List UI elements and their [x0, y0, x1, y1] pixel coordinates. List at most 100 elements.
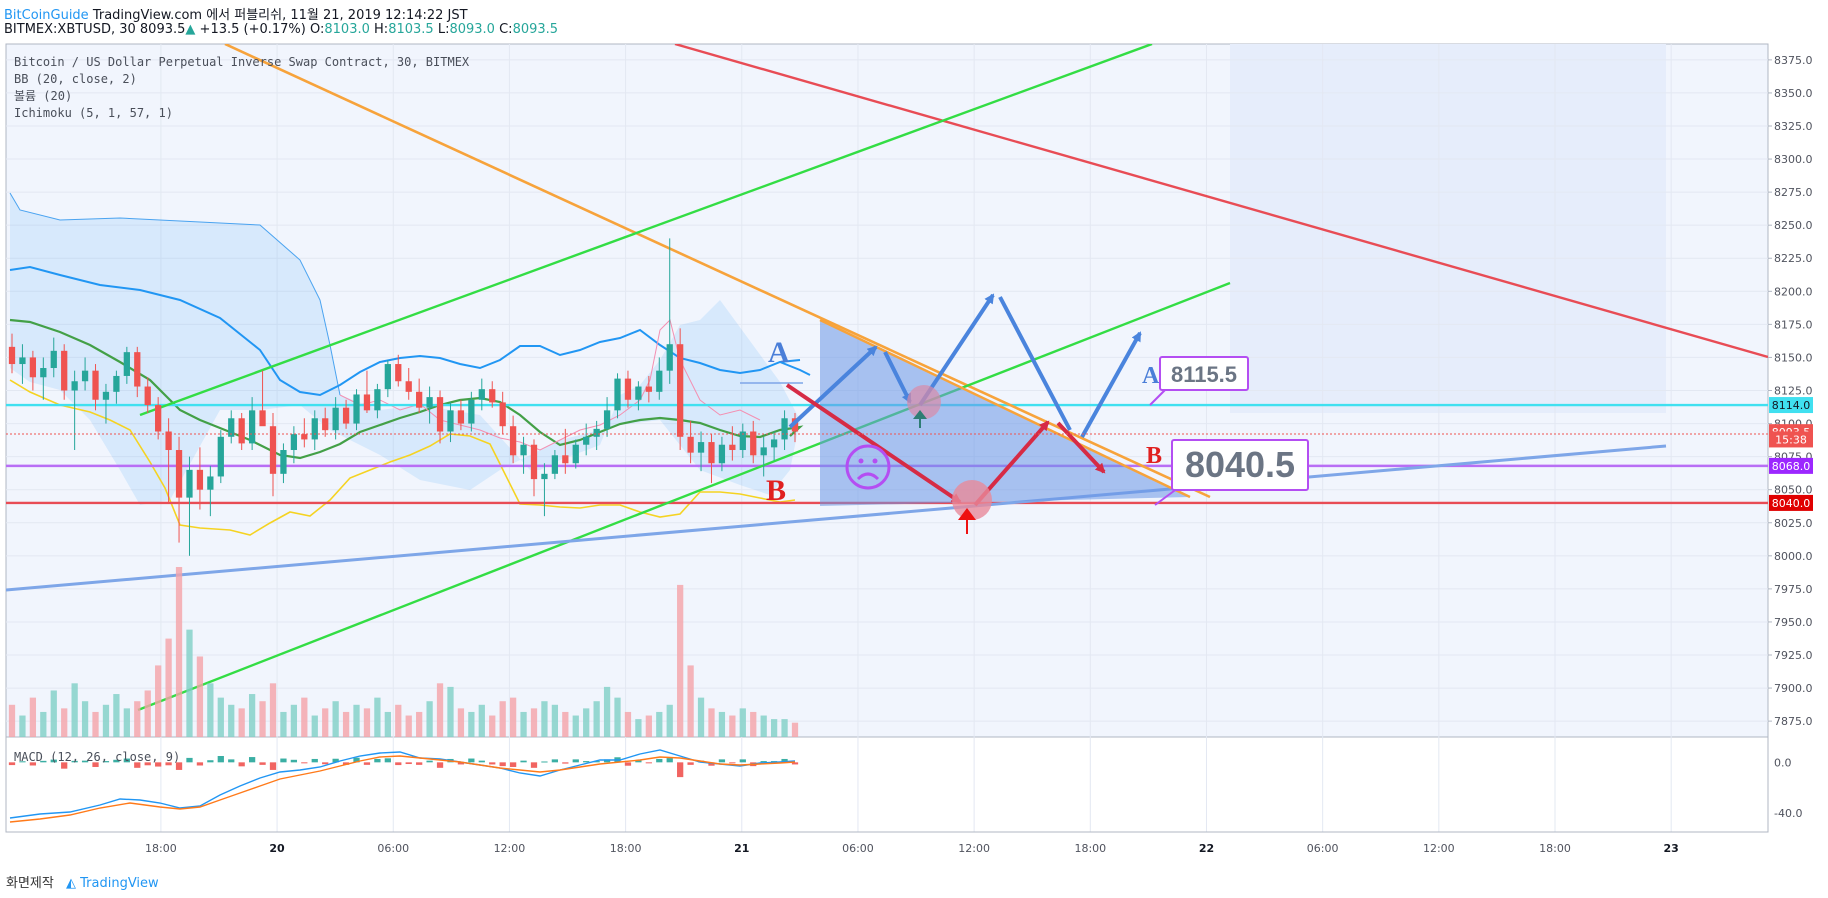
macd-hist-bar-34: [363, 762, 371, 765]
macd-hist-bar-37: [395, 762, 402, 766]
time-tick-label-7: 12:00: [958, 842, 990, 855]
macd-hist-bar-3: [40, 760, 47, 763]
low-value: 8093.0: [449, 22, 495, 37]
candle-17: [186, 456, 193, 556]
candle-67: [708, 434, 715, 484]
macd-tick-label-1: -40.0: [1774, 807, 1802, 820]
candle-11: [123, 346, 130, 384]
macd-hist-bar-49: [520, 760, 527, 763]
volume-bar-10: [113, 694, 120, 737]
macd-hist-bar-59: [624, 762, 632, 766]
volume-bar-64: [677, 584, 684, 737]
legend-title[interactable]: Bitcoin / US Dollar Perpetual Inverse Sw…: [14, 55, 470, 69]
volume-bar-31: [332, 701, 339, 737]
volume-bar-36: [384, 711, 391, 737]
candle-13: [144, 377, 151, 413]
macd-histogram: [8, 756, 799, 778]
price-tick-label-17: 7950.0: [1774, 616, 1813, 629]
last-price: 8093.5: [139, 22, 186, 37]
macd-hist-bar-1: [19, 761, 26, 763]
time-tick-label-8: 18:00: [1074, 842, 1106, 855]
legend-ichimoku[interactable]: Ichimoku (5, 1, 57, 1): [14, 106, 173, 120]
macd-hist-bar-6: [71, 760, 78, 763]
time-tick-label-10: 06:00: [1307, 842, 1339, 855]
candle-74: [781, 410, 788, 451]
open-label: O:: [310, 22, 325, 37]
candle-19: [207, 465, 214, 517]
price-tick-label-1: 8350.0: [1774, 87, 1813, 100]
time-tick-label-5: 21: [734, 842, 749, 855]
high-value: 8103.5: [388, 22, 434, 37]
macd-hist-bar-46: [489, 762, 496, 765]
blue-path-arrow-2: [883, 351, 912, 404]
macd-hist-bar-75: [791, 762, 799, 765]
volume-bar-17: [186, 629, 193, 737]
callout-8115: 8115.5: [1149, 356, 1249, 406]
volume-bar-47: [499, 701, 506, 737]
candle-16: [175, 436, 183, 543]
callout-8040: 8040.5: [1154, 439, 1309, 506]
volume-bar-38: [405, 715, 412, 737]
tradingview-text: TradingView: [80, 876, 159, 891]
price-tick-label-16: 7975.0: [1774, 583, 1813, 596]
label-a-right: A: [1142, 363, 1160, 389]
volume-bar-53: [562, 711, 569, 737]
candle-50: [530, 439, 538, 497]
footer-made-with: 화면제작: [6, 876, 54, 891]
price-tick-label-10: 8125.0: [1774, 385, 1813, 398]
candle-10: [113, 370, 120, 404]
macd-hist-bar-13: [144, 762, 151, 766]
time-tick-label-1: 20: [269, 842, 285, 855]
macd-hist-bar-72: [760, 761, 767, 763]
volume-bar-59: [624, 711, 632, 737]
volume-bar-13: [144, 690, 151, 737]
volume-bar-30: [322, 708, 329, 737]
legend-bb[interactable]: BB (20, close, 2): [14, 72, 137, 86]
volume-bar-8: [92, 711, 99, 737]
candle-45: [478, 378, 485, 411]
candle-14: [155, 397, 162, 440]
triangle-pattern-shape: [820, 320, 1190, 506]
price-label-text-0: 8114.0: [1772, 399, 1811, 412]
price-tick-label-6: 8225.0: [1774, 252, 1813, 265]
label-a-left: A: [768, 336, 790, 369]
volume-bar-25: [269, 683, 277, 737]
sad-face-icon: [845, 444, 891, 490]
brand-name[interactable]: BitCoinGuide: [4, 8, 89, 23]
label-b-right: B: [1146, 443, 1162, 469]
volume-bar-52: [551, 704, 559, 737]
tradingview-logo[interactable]: ◭ TradingView: [65, 876, 159, 891]
macd-hist-bar-20: [217, 756, 224, 763]
volume-bar-18: [196, 656, 204, 737]
candle-21: [228, 410, 235, 444]
macd-hist-bar-28: [301, 762, 308, 764]
price-tick-label-5: 8250.0: [1774, 219, 1813, 232]
candle-48: [509, 415, 517, 464]
candle-70: [739, 423, 746, 458]
header-publish-line: BitCoinGuide TradingView.com 에서 퍼블리쉬, 11…: [4, 4, 468, 23]
macd-hist-bar-24: [259, 762, 266, 765]
candle-1: [19, 344, 26, 384]
price-tick-label-15: 8000.0: [1774, 550, 1813, 563]
macd-hist-bar-39: [416, 762, 423, 765]
macd-hist-bar-51: [541, 761, 548, 763]
volume-bar-6: [71, 683, 78, 737]
time-axis[interactable]: 18:00 20 06:00 12:00 18:00 21 06:00 12:00 18:00 2…: [6, 831, 1768, 855]
volume-bar-55: [583, 708, 590, 737]
red-descending-trendline: [674, 44, 1768, 359]
macd-tick-label-0: 0.0: [1774, 756, 1792, 769]
time-tick-label-4: 18:00: [610, 842, 642, 855]
price-tick-label-8: 8175.0: [1774, 318, 1813, 331]
close-label: C:: [499, 22, 513, 37]
macd-hist-bar-63: [666, 758, 673, 763]
legend-volume[interactable]: 볼륨 (20): [14, 89, 72, 103]
volume-bar-56: [593, 701, 600, 737]
candle-46: [489, 381, 496, 408]
volume-bar-41: [436, 683, 444, 737]
legend-macd[interactable]: MACD (12, 26, close, 9): [14, 750, 180, 764]
callout-low-text: 8040.5: [1185, 444, 1295, 485]
candle-62: [656, 357, 663, 400]
price-axis[interactable]: 8375.0 8350.0 8325.0 8300.0 8275.0 8250.0 8225…: [1768, 54, 1813, 728]
